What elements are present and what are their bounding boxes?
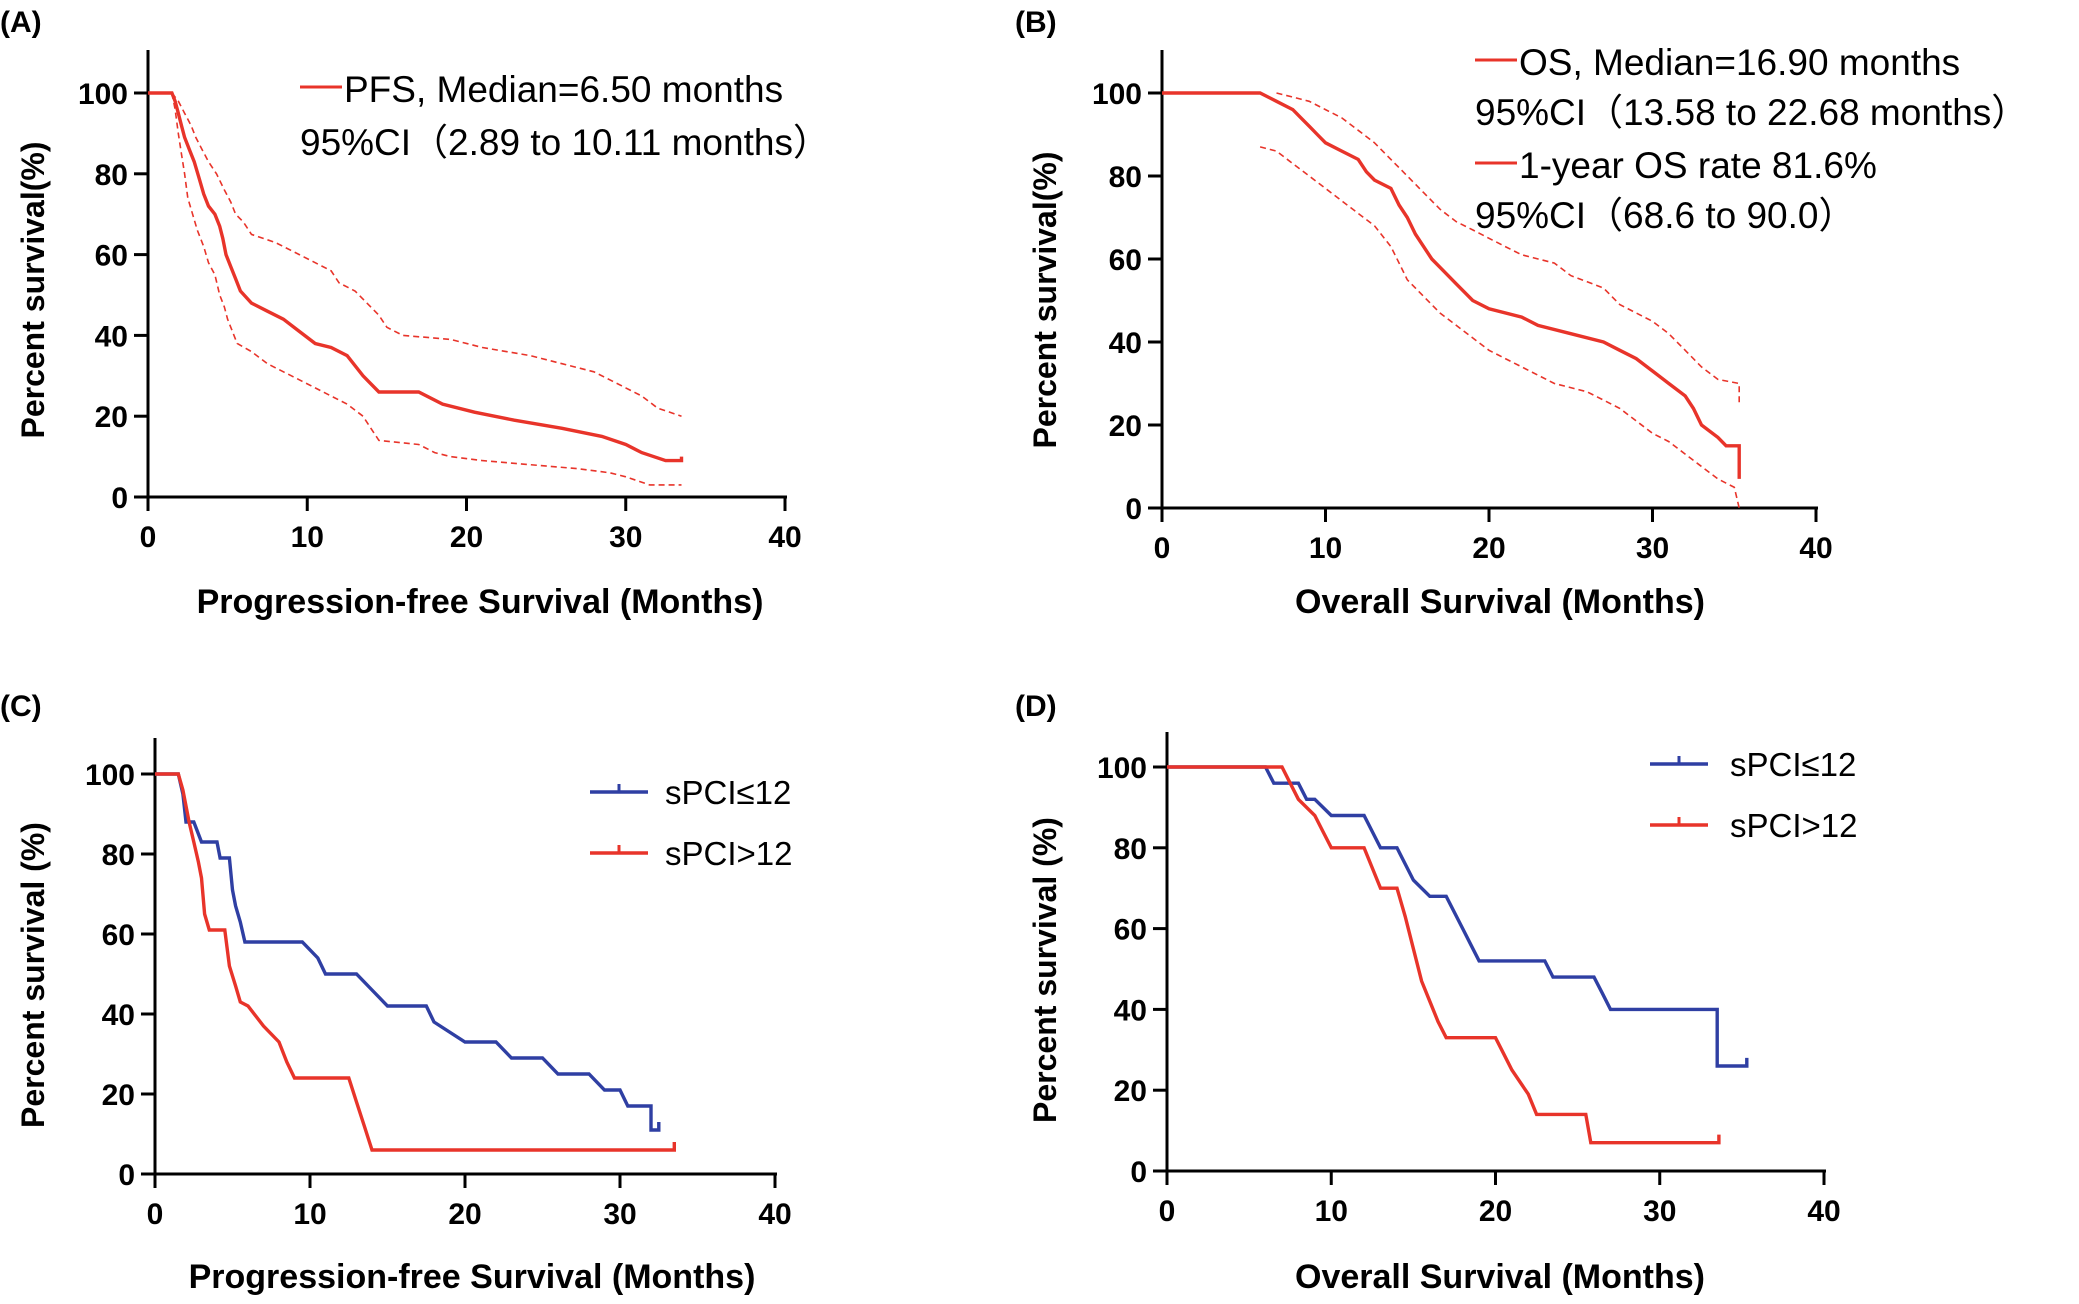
chart-b-legend-text: 95%CI（68.6 to 90.0） <box>1475 195 1856 236</box>
chart-a-x-tick-label: 0 <box>140 521 157 554</box>
chart-c-legend-text: sPCI>12 <box>665 835 793 872</box>
chart-a-y-tick-label: 100 <box>78 78 128 111</box>
chart-a-series-1-ci-line <box>171 92 682 417</box>
chart-d-x-tick-label: 10 <box>1315 1195 1348 1228</box>
chart-a-y-axis-label: Percent survival(%) <box>15 141 51 438</box>
chart-c-legend-text: sPCI≤12 <box>665 774 791 811</box>
chart-b-y-tick-label: 20 <box>1109 410 1142 443</box>
chart-b-x-tick-label: 40 <box>1799 532 1832 565</box>
chart-c-y-tick-label: 60 <box>102 919 135 952</box>
chart-b-series-2-ci-line <box>1259 146 1740 509</box>
chart-c-x-axis-label: Progression-free Survival (Months) <box>189 1258 756 1296</box>
chart-c-panel-label: (C) <box>0 690 42 723</box>
chart-b-y-tick-label: 40 <box>1109 327 1142 360</box>
chart-a-series-2-ci-line <box>171 92 682 486</box>
chart-a-series-0-survival-line <box>148 91 684 463</box>
chart-c-x-tick-label: 30 <box>603 1198 636 1231</box>
chart-d-y-tick-label: 60 <box>1114 914 1147 947</box>
chart-b-x-tick-label: 20 <box>1472 532 1505 565</box>
chart-d-x-tick-label: 30 <box>1643 1195 1676 1228</box>
chart-c-x-tick-label: 10 <box>293 1198 326 1231</box>
chart-a-legend-text: PFS, Median=6.50 months <box>344 69 783 110</box>
chart-d-legend-text: sPCI>12 <box>1730 807 1858 844</box>
chart-c-x-tick-label: 20 <box>448 1198 481 1231</box>
chart-d-legend-text: sPCI≤12 <box>1730 746 1856 783</box>
chart-d-x-axis-label: Overall Survival (Months) <box>1295 1258 1705 1296</box>
chart-d-y-tick-label: 0 <box>1130 1156 1147 1189</box>
chart-b-x-tick-label: 10 <box>1309 532 1342 565</box>
chart-b-x-tick-label: 0 <box>1154 532 1171 565</box>
chart-a-legend-text: 95%CI（2.89 to 10.11 months） <box>300 122 830 163</box>
chart-b-x-tick-label: 30 <box>1636 532 1669 565</box>
chart-a-x-tick-label: 40 <box>768 521 801 554</box>
chart-b-y-tick-label: 100 <box>1092 78 1142 111</box>
chart-d-x-tick-label: 20 <box>1479 1195 1512 1228</box>
chart-d-x-tick-label: 0 <box>1159 1195 1176 1228</box>
chart-a-y-tick-label: 20 <box>95 401 128 434</box>
chart-c-series-0-survival-line <box>155 772 661 1132</box>
chart-b-series-0-survival-line <box>1162 91 1741 479</box>
chart-c-y-tick-label: 20 <box>102 1079 135 1112</box>
chart-a-x-tick-label: 10 <box>291 521 324 554</box>
chart-b-legend-text: 1-year OS rate 81.6% <box>1519 145 1877 186</box>
chart-b-y-tick-label: 80 <box>1109 161 1142 194</box>
chart-d-series-1-survival-line <box>1167 765 1721 1145</box>
chart-d-y-tick-label: 100 <box>1097 752 1147 785</box>
chart-c-y-tick-label: 100 <box>85 759 135 792</box>
chart-a-y-tick-label: 60 <box>95 240 128 273</box>
chart-d-y-axis-label: Percent survival (%) <box>1027 817 1063 1123</box>
chart-a-x-tick-label: 20 <box>450 521 483 554</box>
chart-c-x-tick-label: 40 <box>758 1198 791 1231</box>
chart-d-y-tick-label: 40 <box>1114 994 1147 1027</box>
chart-d-y-tick-label: 80 <box>1114 833 1147 866</box>
chart-c-y-axis-label: Percent survival (%) <box>15 822 51 1128</box>
chart-c-series-1-survival-line <box>155 772 676 1152</box>
chart-b-y-tick-label: 60 <box>1109 244 1142 277</box>
chart-c-y-tick-label: 40 <box>102 999 135 1032</box>
chart-a-y-tick-label: 40 <box>95 320 128 353</box>
chart-a-y-tick-label: 0 <box>111 482 128 515</box>
chart-a-y-tick-label: 80 <box>95 159 128 192</box>
chart-b-series-1-ci-line <box>1276 92 1740 405</box>
chart-d-panel-label: (D) <box>1015 690 1057 723</box>
chart-c-y-tick-label: 80 <box>102 839 135 872</box>
chart-d-x-tick-label: 40 <box>1807 1195 1840 1228</box>
chart-d-y-tick-label: 20 <box>1114 1075 1147 1108</box>
chart-a-x-tick-label: 30 <box>609 521 642 554</box>
chart-a-x-axis-label: Progression-free Survival (Months) <box>197 583 764 621</box>
chart-d-series-0-survival-line <box>1167 765 1749 1068</box>
chart-b-y-tick-label: 0 <box>1125 493 1142 526</box>
chart-c-x-tick-label: 0 <box>147 1198 164 1231</box>
chart-b-y-axis-label: Percent survival(%) <box>1027 151 1063 448</box>
chart-c-y-tick-label: 0 <box>118 1159 135 1192</box>
chart-a-panel-label: (A) <box>0 6 42 39</box>
chart-b-legend-text: 95%CI（13.58 to 22.68 months） <box>1475 92 2028 133</box>
chart-b-legend-text: OS, Median=16.90 months <box>1519 42 1960 83</box>
chart-b-panel-label: (B) <box>1015 6 1057 39</box>
chart-b-x-axis-label: Overall Survival (Months) <box>1295 583 1705 621</box>
